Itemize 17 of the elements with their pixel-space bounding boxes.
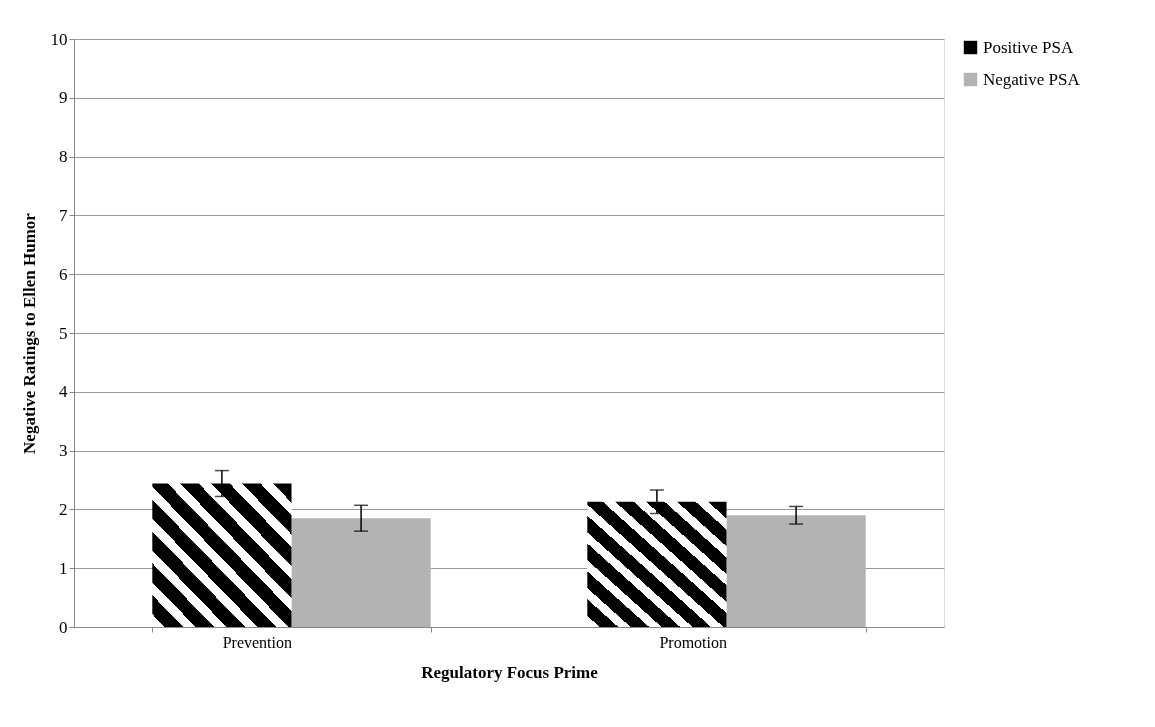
y-tick-label: 8 (59, 147, 68, 167)
x-tick-label: Promotion (659, 633, 727, 651)
x-tick-label: Prevention (222, 633, 292, 651)
legend-label: Negative PSA (983, 69, 1081, 89)
y-tick-label: 4 (59, 382, 68, 402)
y-tick-label: 3 (59, 441, 68, 461)
y-tick-label: 9 (59, 88, 68, 108)
y-tick-label: 7 (59, 205, 68, 225)
x-axis-title: Regulatory Focus Prime (421, 662, 599, 682)
y-tick-label: 1 (59, 558, 68, 578)
y-tick-label: 10 (50, 29, 68, 49)
y-tick-label: 2 (59, 499, 68, 519)
y-tick-label: 0 (59, 617, 68, 637)
legend-label: Positive PSA (983, 37, 1074, 57)
y-tick-label: 5 (59, 323, 68, 343)
y-axis-title: Negative Ratings to Ellen Humor (19, 212, 39, 454)
y-tick-label: 6 (59, 264, 68, 284)
